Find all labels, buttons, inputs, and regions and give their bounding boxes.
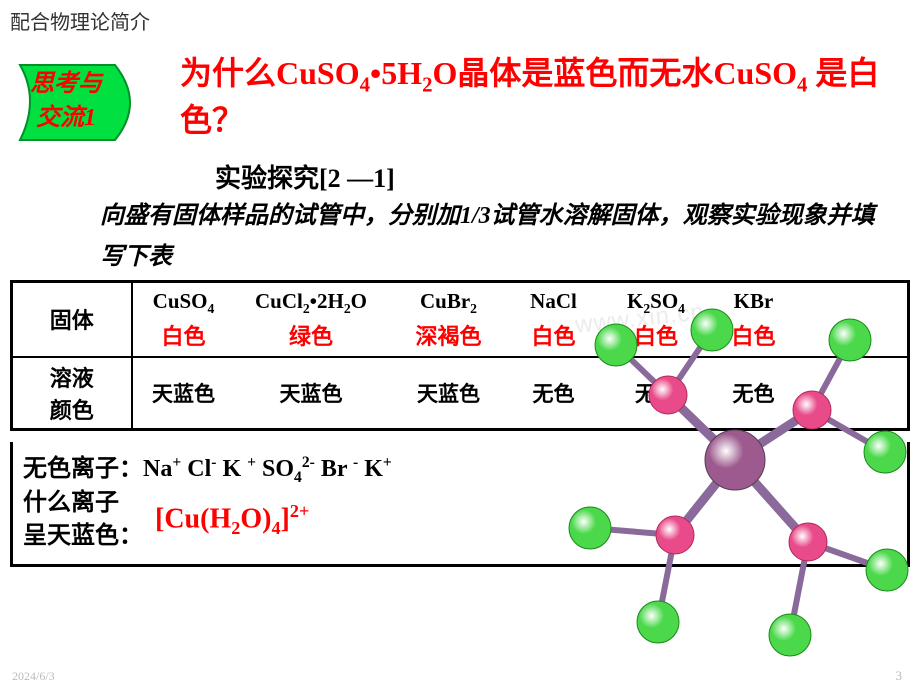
footer-date: 2024/6/3 [12, 669, 55, 684]
label2a: 什么离子 [23, 490, 119, 516]
solution-color: 无色 [504, 378, 604, 408]
think-line2: 交流1 [36, 105, 96, 131]
blue-ion-line: 什么离子 呈天蓝色： [Cu(H2O)4]2+ [23, 487, 897, 554]
colorless-ions: Na+ Cl- K + SO42- Br - K+ [143, 456, 392, 482]
solid-color: 绿色 [229, 320, 394, 353]
row-label-solid: 固体 [12, 282, 132, 357]
solution-color: 无色 [709, 378, 799, 408]
blue-ion-answer: [Cu(H2O)4]2+ [155, 501, 309, 539]
q-f1s2: 2 [422, 73, 432, 96]
solid-name: KBr [709, 286, 799, 318]
row2a: 溶液 [50, 366, 94, 391]
solids-colors-row: 白色绿色深褐色白色白色白色 [139, 320, 902, 353]
slide-title: 配合物理论简介 [10, 6, 150, 35]
q-mid: 晶体是蓝色而无水 [457, 55, 713, 91]
q-f2a: CuSO [713, 55, 797, 91]
experiment-description: 向盛有固体样品的试管中，分别加1/3试管水溶解固体，观察实验现象并填写下表 [100, 196, 890, 278]
solid-name: CuBr2 [394, 286, 504, 320]
solution-color: 天蓝色 [394, 378, 504, 408]
solution-colors-cell: 天蓝色天蓝色天蓝色无色无色无色 [132, 357, 909, 430]
solid-color: 白色 [709, 320, 799, 353]
think-line1: 思考与 [30, 71, 102, 97]
colorless-ions-line: 无色离子：Na+ Cl- K + SO42- Br - K+ [23, 448, 897, 487]
colorless-label: 无色离子： [23, 456, 143, 482]
q-dot: •5H [370, 55, 422, 91]
solution-color: 天蓝色 [229, 378, 394, 408]
q-f2s: 4 [797, 73, 807, 96]
experiment-table: 固体 CuSO4CuCl2•2H2OCuBr2NaClK2SO4KBr 白色绿色… [10, 280, 910, 431]
solution-color: 天蓝色 [139, 378, 229, 408]
solids-names-row: CuSO4CuCl2•2H2OCuBr2NaClK2SO4KBr [139, 286, 902, 320]
blue-ion-label: 什么离子 呈天蓝色： [23, 487, 143, 554]
solid-color: 深褐色 [394, 320, 504, 353]
footer-page: 3 [896, 668, 903, 684]
row2b: 颜色 [50, 398, 94, 423]
table-row-solids: 固体 CuSO4CuCl2•2H2OCuBr2NaClK2SO4KBr 白色绿色… [12, 282, 909, 357]
conclusion-box: 无色离子：Na+ Cl- K + SO42- Br - K+ 什么离子 呈天蓝色… [10, 442, 910, 567]
q-f1a: CuSO [276, 55, 360, 91]
main-question: 为什么CuSO4•5H2O晶体是蓝色而无水CuSO4 是白色？ [180, 52, 900, 143]
q-f1b: O [433, 55, 458, 91]
solid-name: CuCl2•2H2O [229, 286, 394, 320]
table-row-solution: 溶液 颜色 天蓝色天蓝色天蓝色无色无色无色 [12, 357, 909, 430]
row-label-solution: 溶液 颜色 [12, 357, 132, 430]
experiment-title: 实验探究[2 —1] [215, 158, 395, 195]
solid-name: CuSO4 [139, 286, 229, 320]
q-pre: 为什么 [180, 55, 276, 91]
label2b: 呈天蓝色： [23, 523, 143, 549]
q-f1s: 4 [360, 73, 370, 96]
solids-cell: CuSO4CuCl2•2H2OCuBr2NaClK2SO4KBr 白色绿色深褐色… [132, 282, 909, 357]
think-badge-text: 思考与 交流1 [30, 68, 102, 135]
solution-color: 无色 [604, 378, 709, 408]
solid-color: 白色 [139, 320, 229, 353]
